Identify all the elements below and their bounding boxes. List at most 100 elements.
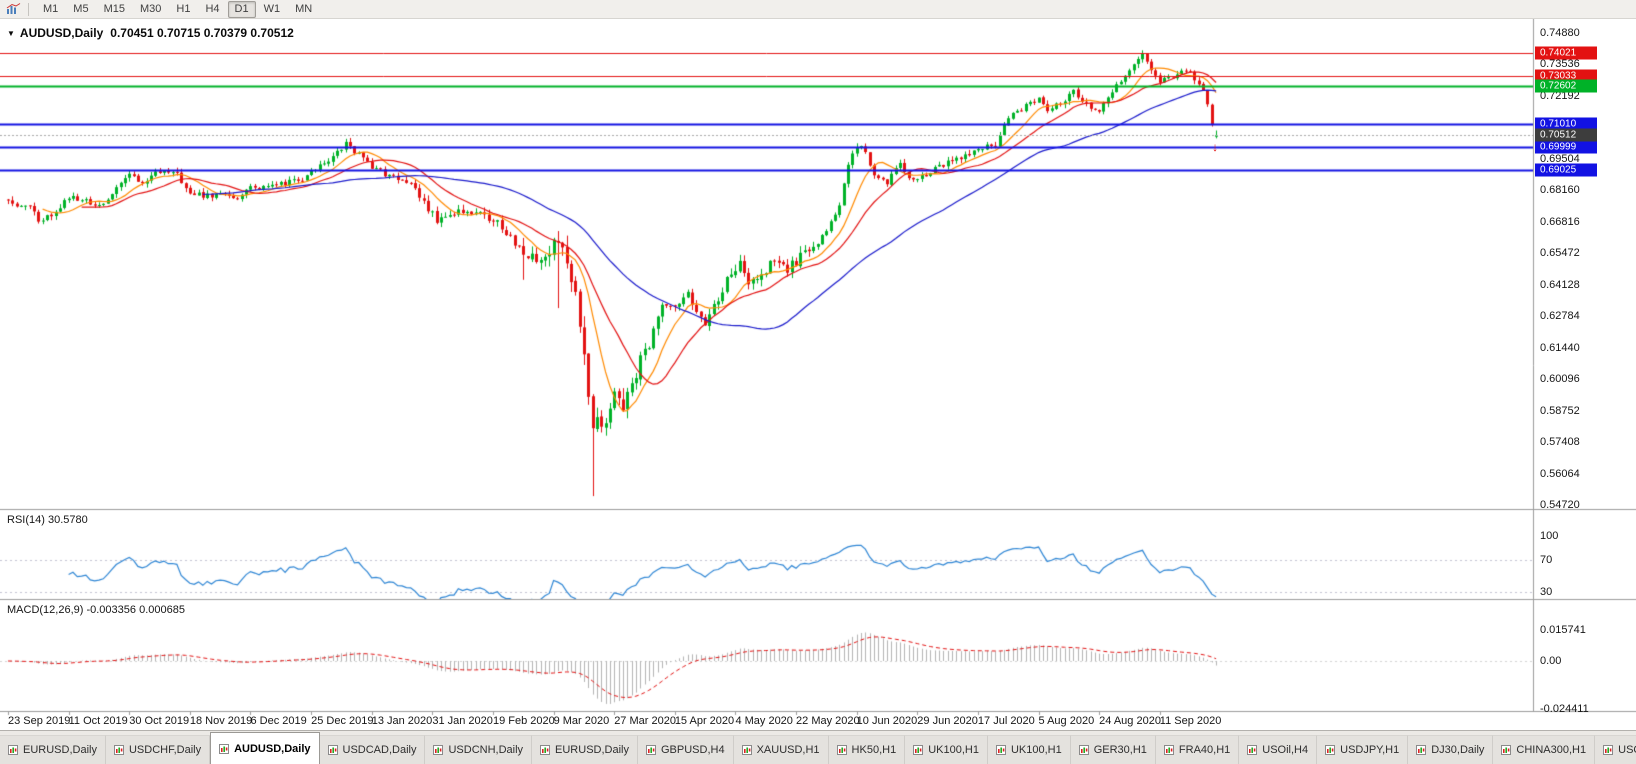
rsi-indicator-label: RSI(14) 30.5780 bbox=[7, 514, 88, 526]
chart-toolbar-icon[interactable] bbox=[6, 3, 21, 15]
tab-label: FRA40,H1 bbox=[1178, 744, 1231, 756]
tab-label: USDCHF,Daily bbox=[128, 744, 202, 756]
timeframe-toolbar: M1 M5 M15 M30 H1 H4 D1 W1 MN bbox=[0, 0, 1636, 19]
price-scale-label: 0.74880 bbox=[1540, 26, 1580, 39]
rsi-level-label: 30 bbox=[1540, 586, 1553, 598]
hline-price-badge: 0.73033 bbox=[1535, 69, 1597, 83]
macd-scale-label: 0.015741 bbox=[1540, 624, 1586, 636]
time-axis-label: 4 May 2020 bbox=[735, 715, 793, 727]
tab-label: EURUSD,Daily bbox=[23, 744, 97, 756]
timeframe-button-mn[interactable]: MN bbox=[295, 2, 313, 15]
tab-label: UK100,H1 bbox=[1010, 744, 1062, 756]
mini-chart-icon bbox=[540, 745, 551, 755]
mini-chart-icon bbox=[1078, 745, 1089, 755]
time-axis-label: 23 Sep 2019 bbox=[8, 715, 71, 727]
timeframe-button-m5[interactable]: M5 bbox=[73, 2, 89, 15]
mini-chart-icon bbox=[836, 745, 847, 755]
mini-chart-icon bbox=[1163, 745, 1174, 755]
chart-tab-dj30-daily[interactable]: DJ30,Daily bbox=[1408, 735, 1494, 764]
chart-tab-usdchf-daily[interactable]: USDCHF,Daily bbox=[105, 735, 211, 764]
chart-tab-usoil-h1[interactable]: USOil,H1 bbox=[1595, 735, 1636, 764]
price-scale-label: 0.57408 bbox=[1540, 436, 1580, 449]
price-scale-label: 0.62784 bbox=[1540, 310, 1580, 323]
chart-tab-bar: EURUSD,Daily USDCHF,Daily AUDUSD,Daily USDC… bbox=[0, 730, 1636, 764]
macd-scale-label: -0.024411 bbox=[1540, 703, 1589, 716]
mini-chart-icon bbox=[995, 745, 1006, 755]
chart-tab-china300-h1[interactable]: CHINA300,H1 bbox=[1493, 735, 1596, 764]
timeframe-button-m15[interactable]: M15 bbox=[103, 2, 125, 15]
time-axis-label: 22 May 2020 bbox=[796, 715, 860, 727]
current-price-badge: 0.70512 bbox=[1535, 128, 1597, 142]
chart-tab-gbpusd-h4[interactable]: GBPUSD,H4 bbox=[638, 735, 734, 764]
macd-indicator-label: MACD(12,26,9) -0.003356 0.000685 bbox=[7, 604, 185, 616]
chart-tab-xauusd-h1[interactable]: XAUUSD,H1 bbox=[733, 735, 829, 764]
mini-chart-icon bbox=[1325, 745, 1336, 755]
chart-tab-usdcad-daily[interactable]: USDCAD,Daily bbox=[319, 735, 426, 764]
time-axis-label: 11 Oct 2019 bbox=[68, 715, 128, 727]
time-axis-label: 15 Apr 2020 bbox=[674, 715, 735, 727]
time-axis-label: 31 Jan 2020 bbox=[432, 715, 493, 727]
ohlc-values-label: 0.70451 0.70715 0.70379 0.70512 bbox=[110, 26, 294, 40]
price-scale-label: 0.64128 bbox=[1540, 278, 1580, 291]
timeframe-button-m1[interactable]: M1 bbox=[43, 2, 59, 15]
price-scale-label: 0.66816 bbox=[1540, 215, 1580, 228]
mini-chart-icon bbox=[433, 745, 444, 755]
price-scale-label: 0.72192 bbox=[1540, 89, 1580, 102]
time-axis-label: 25 Dec 2019 bbox=[311, 715, 374, 727]
tab-label: USDCAD,Daily bbox=[342, 744, 417, 756]
price-scale-label: 0.73536 bbox=[1540, 58, 1580, 71]
chart-tab-usoil-h4[interactable]: USOil,H4 bbox=[1239, 735, 1318, 764]
time-axis-label: 11 Sep 2020 bbox=[1159, 715, 1222, 727]
price-scale-label: 0.61440 bbox=[1540, 341, 1580, 354]
chart-title: ▼ AUDUSD,Daily 0.70451 0.70715 0.70379 0.7… bbox=[7, 26, 294, 40]
timeframe-button-h1[interactable]: H1 bbox=[176, 2, 191, 15]
chart-tab-ger30-h1[interactable]: GER30,H1 bbox=[1070, 735, 1156, 764]
mini-chart-icon bbox=[8, 745, 18, 755]
chart-tab-usdjpy-h1[interactable]: USDJPY,H1 bbox=[1317, 735, 1409, 764]
time-axis-label: 13 Jan 2020 bbox=[371, 715, 433, 727]
tab-label: USOil,H1 bbox=[1618, 744, 1636, 756]
chart-tab-eurusd-daily[interactable]: EURUSD,Daily bbox=[532, 735, 638, 764]
chart-tab-fra40-h1[interactable]: FRA40,H1 bbox=[1155, 735, 1240, 764]
mini-chart-icon bbox=[327, 745, 338, 755]
chart-tab-usdcnh-daily[interactable]: USDCNH,Daily bbox=[425, 735, 533, 764]
time-axis-label: 10 Jun 2020 bbox=[856, 715, 918, 727]
chart-tab-uk100-h1[interactable]: UK100,H1 bbox=[905, 735, 988, 764]
price-scale-label: 0.58752 bbox=[1540, 404, 1580, 417]
chart-tab-eurusd-daily[interactable]: EURUSD,Daily bbox=[0, 735, 106, 764]
mini-chart-icon bbox=[113, 745, 124, 755]
hline-price-badge: 0.69999 bbox=[1535, 140, 1597, 154]
time-axis-label: 30 Oct 2019 bbox=[129, 715, 190, 727]
tab-label: USDCNH,Daily bbox=[448, 744, 524, 756]
timeframe-button-d1[interactable]: D1 bbox=[227, 0, 256, 18]
macd-scale-label: 0.00 bbox=[1540, 655, 1562, 667]
time-axis-label: 9 Mar 2020 bbox=[553, 715, 610, 727]
chart-tab-audusd-daily[interactable]: AUDUSD,Daily bbox=[210, 732, 320, 764]
chart-tab-uk100-h1[interactable]: UK100,H1 bbox=[987, 735, 1071, 764]
toolbar-divider bbox=[28, 2, 29, 16]
price-scale-label: 0.68160 bbox=[1540, 184, 1580, 197]
mini-chart-icon bbox=[1247, 745, 1258, 755]
time-axis-label: 5 Aug 2020 bbox=[1038, 715, 1095, 727]
timeframe-button-h4[interactable]: H4 bbox=[205, 2, 220, 15]
mini-chart-icon bbox=[1603, 745, 1614, 755]
tab-label: AUDUSD,Daily bbox=[234, 742, 311, 755]
tab-label: USOil,H4 bbox=[1262, 744, 1309, 756]
tab-label: USDJPY,H1 bbox=[1340, 744, 1400, 756]
time-axis-label: 19 Feb 2020 bbox=[492, 715, 555, 727]
timeframe-buttons-group: M1 M5 M15 M30 H1 H4 D1 W1 MN bbox=[36, 0, 319, 18]
price-scale-label: 0.54720 bbox=[1540, 499, 1580, 511]
dropdown-marker-icon: ▼ bbox=[7, 29, 15, 38]
time-axis-label: 29 Jun 2020 bbox=[917, 715, 978, 727]
rsi-level-label: 100 bbox=[1540, 530, 1559, 542]
timeframe-button-m30[interactable]: M30 bbox=[139, 2, 162, 15]
sell-arrow-icon: ↓ bbox=[1212, 140, 1219, 155]
price-chart-canvas[interactable] bbox=[0, 19, 1636, 730]
mini-chart-icon bbox=[219, 743, 230, 754]
price-scale-label: 0.60096 bbox=[1540, 373, 1580, 386]
time-axis-label: 27 Mar 2020 bbox=[614, 715, 676, 727]
timeframe-button-w1[interactable]: W1 bbox=[263, 2, 281, 15]
chart-tab-hk50-h1[interactable]: HK50,H1 bbox=[828, 735, 906, 764]
tab-label: CHINA300,H1 bbox=[1516, 744, 1587, 756]
